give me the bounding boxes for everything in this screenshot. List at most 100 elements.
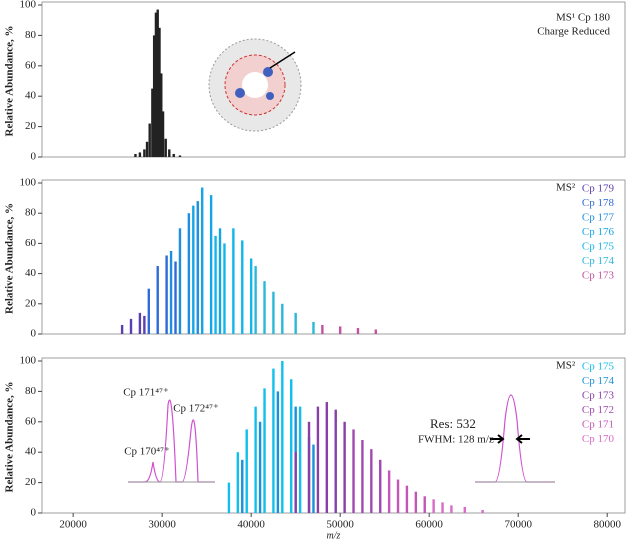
y-axis-label: Relative Abundance, % [4, 203, 16, 314]
peak [164, 138, 167, 157]
legend-entry: Cp 172 [582, 404, 614, 416]
y-tick-label: 80 [25, 207, 37, 219]
peak [423, 496, 426, 513]
peak [343, 421, 346, 513]
peak [254, 406, 257, 513]
peak [450, 505, 453, 513]
peak [160, 73, 163, 157]
peak [192, 205, 195, 334]
legend-entry: Cp 170 [582, 433, 615, 445]
peak [169, 250, 173, 334]
peak [145, 141, 149, 157]
peak [281, 303, 284, 334]
peak [236, 452, 240, 513]
peak [325, 402, 329, 513]
peak [254, 266, 257, 334]
x-axis-label: m/z [327, 530, 341, 541]
peak [338, 326, 342, 334]
peak [172, 153, 175, 157]
peak [156, 266, 159, 334]
y-tick-label: 0 [31, 151, 37, 163]
inset-peaks [128, 394, 555, 483]
y-tick-label: 80 [25, 385, 37, 397]
y-tick-label: 80 [25, 29, 37, 41]
annotation: MS¹ Cp 180 [556, 12, 611, 24]
y-tick-label: 20 [25, 476, 37, 488]
legend-entry: Cp 173 [582, 390, 615, 402]
x-tick-label: 30000 [148, 519, 176, 531]
peak [294, 312, 297, 334]
x-tick-label: 20000 [59, 519, 87, 531]
peak [232, 228, 235, 334]
peak [134, 153, 137, 157]
peak [441, 502, 444, 513]
y-tick-label: 0 [31, 328, 37, 340]
legend-entry: Cp 173 [582, 270, 615, 282]
annotation: FWHM: 128 m/z [418, 434, 494, 446]
peak [178, 228, 182, 334]
x-tick-label: 50000 [326, 519, 354, 531]
y-axis-label: Relative Abundance, % [4, 26, 16, 137]
peak [352, 429, 355, 513]
x-tick-label: 60000 [415, 519, 443, 531]
y-tick-label: 60 [25, 237, 37, 249]
peak [156, 9, 159, 158]
x-tick-label: 80000 [593, 519, 621, 531]
peak [312, 321, 315, 334]
peak [463, 506, 466, 513]
peak [405, 485, 409, 513]
peak [165, 255, 168, 334]
peak [214, 235, 217, 334]
annotation: MS² [556, 182, 576, 194]
peak [307, 421, 311, 513]
peak [272, 368, 275, 513]
peak [374, 329, 377, 334]
peak [272, 291, 275, 334]
peak [281, 361, 284, 513]
peak [334, 409, 337, 513]
legend-entry: Cp 175 [582, 361, 615, 373]
peak [196, 201, 199, 334]
annotation: Cp 172⁴⁷⁺ [173, 403, 219, 415]
annotation: MS² [556, 360, 576, 372]
peak [241, 459, 244, 513]
protein-image [208, 38, 302, 132]
legend-entry: Cp 176 [582, 226, 615, 238]
annotation: Cp 171⁴⁷⁺ [123, 387, 169, 399]
y-tick-label: 60 [25, 415, 37, 427]
plot-frame [41, 1, 626, 158]
peak [356, 327, 360, 334]
legend-entry: Cp 174 [582, 255, 615, 267]
peak [312, 444, 315, 513]
peak [151, 88, 154, 157]
y-tick-label: 20 [25, 297, 37, 309]
legend-entry: Cp 171 [582, 419, 614, 431]
peak [249, 258, 253, 334]
peak [143, 149, 146, 157]
peak [152, 35, 156, 157]
plot-frame [41, 357, 626, 514]
peak [138, 152, 142, 157]
peak [263, 388, 266, 513]
peak [241, 240, 244, 334]
peak [120, 324, 124, 334]
peak [187, 213, 191, 334]
peak [158, 27, 161, 157]
annotation: Res: 532 [430, 416, 476, 431]
peak [379, 459, 382, 513]
y-axis-label: Relative Abundance, % [4, 382, 16, 493]
peak [148, 123, 151, 157]
peak [143, 315, 146, 334]
plot-frame [41, 179, 626, 335]
peak [387, 470, 391, 513]
x-tick-label: 40000 [237, 519, 265, 531]
legend-entry: Cp 175 [582, 241, 615, 253]
peak [218, 228, 222, 334]
peak [432, 499, 435, 513]
peak [168, 149, 171, 157]
annotation: Charge Reduced [537, 26, 610, 38]
y-tick-label: 60 [25, 59, 37, 71]
y-tick-label: 40 [25, 267, 37, 279]
peak [481, 509, 484, 513]
peak [294, 452, 297, 513]
